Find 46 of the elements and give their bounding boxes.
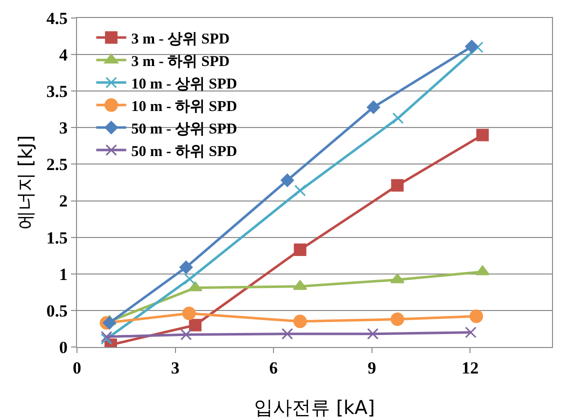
y-tick-label: 0 <box>59 338 68 357</box>
point <box>476 128 489 142</box>
point <box>179 260 193 274</box>
y-tick-label: 0.5 <box>46 301 68 320</box>
point <box>472 41 484 53</box>
point <box>294 184 306 196</box>
y-tick-label: 1.5 <box>46 228 68 248</box>
point <box>280 174 294 187</box>
y-tick-label: 1 <box>59 264 68 284</box>
point <box>465 40 478 54</box>
y-tick-label: 2.5 <box>46 155 68 174</box>
point <box>189 318 202 332</box>
y-tick-label: 2 <box>59 192 68 211</box>
point <box>282 328 294 340</box>
x-tick-label: 0 <box>72 358 82 378</box>
point <box>184 273 196 285</box>
y-axis-title: 에너지 [kJ] <box>15 135 38 230</box>
point <box>367 328 379 340</box>
y-tick-label: 3.5 <box>46 82 68 102</box>
point <box>465 326 477 338</box>
point <box>182 306 196 320</box>
x-tick-label: 6 <box>269 358 278 378</box>
legend-label: 10 m - 하위 SPD <box>131 98 238 115</box>
x-axis-title: 입사전류 [kA] <box>254 397 375 419</box>
x-tick-label: 3 <box>171 358 180 378</box>
legend-label: 10 m - 상위 SPD <box>131 76 238 92</box>
point <box>390 273 404 284</box>
legend-label: 50 m - 하위 SPD <box>131 144 238 160</box>
point <box>390 312 404 326</box>
point <box>475 265 490 276</box>
x-tick-label: 12 <box>462 358 479 378</box>
point <box>470 310 484 324</box>
y-tick-label: 4 <box>59 46 68 65</box>
y-tick-label: 4.5 <box>46 8 68 28</box>
point <box>294 244 306 256</box>
point <box>391 179 404 192</box>
legend-label: 50 m - 상위 SPD <box>131 121 238 138</box>
y-tick-label: 3 <box>59 118 68 138</box>
x-tick-label: 9 <box>368 358 376 378</box>
point <box>293 314 307 328</box>
point <box>366 100 380 114</box>
legend-label: 3 m - 하위 SPD <box>131 54 230 70</box>
legend-label: 3 m - 상위 SPD <box>131 31 230 48</box>
point <box>102 316 116 330</box>
point <box>180 328 192 340</box>
point <box>392 112 404 124</box>
